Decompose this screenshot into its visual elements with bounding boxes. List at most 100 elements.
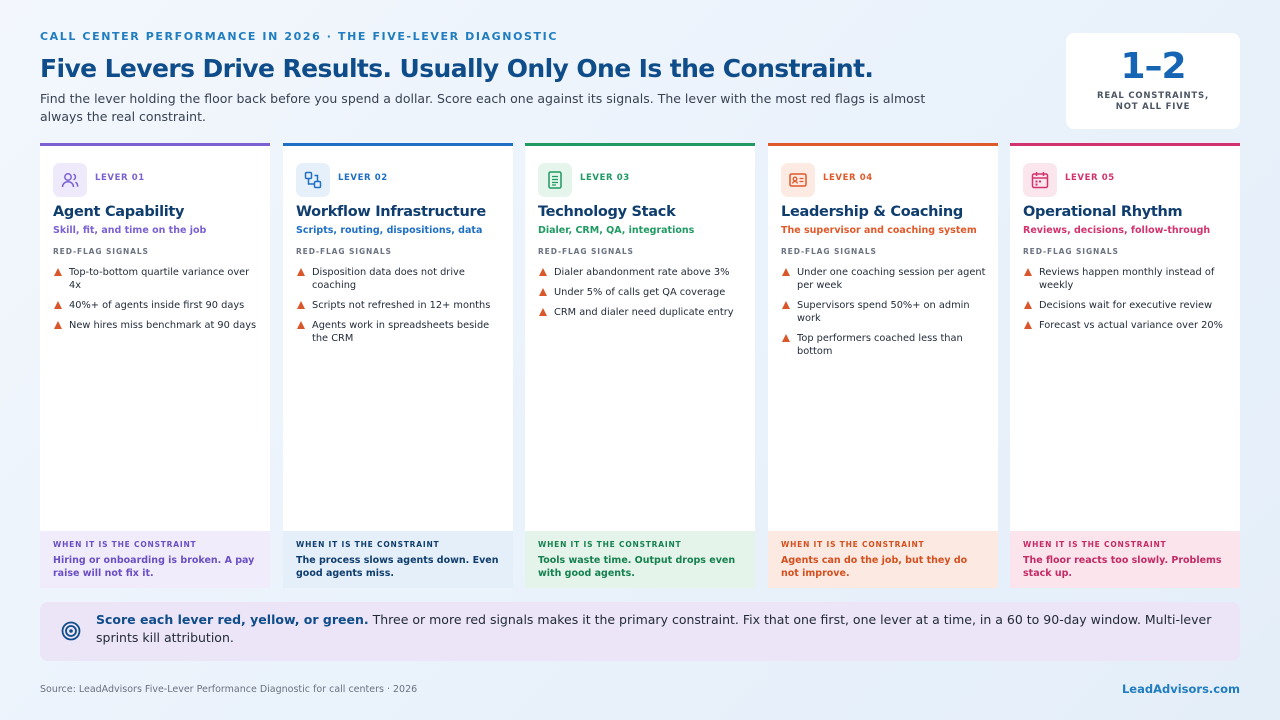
- warning-triangle-icon: [782, 268, 790, 276]
- footer-brand-link[interactable]: LeadAdvisors.com: [1121, 682, 1240, 696]
- signal-item: Dialer abandonment rate above 3%: [538, 266, 743, 279]
- signals-heading: RED-FLAG SIGNALS: [296, 247, 392, 256]
- lever-card: LEVER 04 Leadership & Coaching The supervi…: [768, 143, 998, 588]
- warning-triangle-icon: [539, 268, 547, 276]
- signal-list: Dialer abandonment rate above 3% Under 5%…: [538, 266, 743, 326]
- calendar-icon: [1023, 163, 1057, 197]
- stat-box: 1–2 REAL CONSTRAINTS, NOT ALL FIVE: [1066, 33, 1240, 129]
- signal-text: 40%+ of agents inside first 90 days: [69, 300, 245, 311]
- lever-cards: LEVER 01 Agent Capability Skill, fit, and …: [40, 143, 1240, 588]
- users-icon: [53, 163, 87, 197]
- constraint-box: WHEN IT IS THE CONSTRAINT Tools waste tim…: [525, 531, 755, 588]
- warning-triangle-icon: [1024, 301, 1032, 309]
- stat-value: 1–2: [1120, 46, 1186, 87]
- lever-title: Agent Capability: [53, 204, 185, 220]
- signal-item: Under 5% of calls get QA coverage: [538, 286, 743, 299]
- footer-source: Source: LeadAdvisors Five-Lever Performa…: [40, 684, 418, 695]
- signal-item: Under one coaching session per agent per…: [781, 266, 986, 292]
- signal-list: Reviews happen monthly instead of weekly…: [1023, 266, 1228, 339]
- lever-number: LEVER 05: [1065, 173, 1115, 183]
- signal-text: Dialer abandonment rate above 3%: [554, 267, 730, 278]
- signal-item: Decisions wait for executive review: [1023, 299, 1228, 312]
- eyebrow: CALL CENTER PERFORMANCE IN 2026 · THE FI…: [40, 30, 559, 43]
- constraint-heading: WHEN IT IS THE CONSTRAINT: [538, 540, 682, 549]
- signal-text: Disposition data does not drive coaching: [312, 267, 465, 291]
- signals-heading: RED-FLAG SIGNALS: [538, 247, 634, 256]
- signal-item: Agents work in spreadsheets beside the C…: [296, 319, 501, 345]
- lever-number: LEVER 04: [823, 173, 873, 183]
- target-icon: [61, 621, 81, 641]
- lever-subtitle: The supervisor and coaching system: [781, 225, 977, 236]
- signal-item: Top-to-bottom quartile variance over 4x: [53, 266, 258, 292]
- signals-heading: RED-FLAG SIGNALS: [53, 247, 149, 256]
- signals-heading: RED-FLAG SIGNALS: [781, 247, 877, 256]
- signal-list: Disposition data does not drive coaching…: [296, 266, 501, 352]
- lever-title: Operational Rhythm: [1023, 204, 1183, 220]
- signal-text: Supervisors spend 50%+ on admin work: [797, 300, 970, 324]
- page-title: Five Levers Drive Results. Usually Only …: [40, 54, 874, 83]
- signal-item: Top performers coached less than bottom: [781, 332, 986, 358]
- constraint-heading: WHEN IT IS THE CONSTRAINT: [296, 540, 440, 549]
- warning-triangle-icon: [54, 268, 62, 276]
- warning-triangle-icon: [782, 334, 790, 342]
- signal-text: Agents work in spreadsheets beside the C…: [312, 320, 490, 344]
- warning-triangle-icon: [782, 301, 790, 309]
- signal-item: Disposition data does not drive coaching: [296, 266, 501, 292]
- signal-text: Scripts not refreshed in 12+ months: [312, 300, 491, 311]
- warning-triangle-icon: [297, 321, 305, 329]
- constraint-box: WHEN IT IS THE CONSTRAINT Hiring or onboa…: [40, 531, 270, 588]
- signal-text: Decisions wait for executive review: [1039, 300, 1213, 311]
- lever-card: LEVER 03 Technology Stack Dialer, CRM, QA,…: [525, 143, 755, 588]
- signal-text: Top performers coached less than bottom: [797, 333, 963, 357]
- signal-item: New hires miss benchmark at 90 days: [53, 319, 258, 332]
- lever-card: LEVER 02 Workflow Infrastructure Scripts, …: [283, 143, 513, 588]
- lever-subtitle: Reviews, decisions, follow-through: [1023, 225, 1211, 236]
- stat-label-line2: NOT ALL FIVE: [1115, 102, 1191, 112]
- warning-triangle-icon: [539, 308, 547, 316]
- signal-text: Under one coaching session per agent per…: [797, 267, 986, 291]
- lever-number: LEVER 03: [580, 173, 630, 183]
- lever-title: Workflow Infrastructure: [296, 204, 486, 220]
- signal-list: Top-to-bottom quartile variance over 4x 4…: [53, 266, 258, 339]
- callout-body: Three or more red signals makes it the p…: [96, 612, 1212, 645]
- constraint-text: Hiring or onboarding is broken. A pay ra…: [53, 555, 255, 579]
- stat-label: REAL CONSTRAINTS, NOT ALL FIVE: [1066, 91, 1240, 113]
- callout-strong: Score each lever red, yellow, or green.: [96, 612, 369, 627]
- lever-subtitle: Dialer, CRM, QA, integrations: [538, 225, 695, 236]
- scoring-callout: Score each lever red, yellow, or green. …: [40, 602, 1240, 661]
- constraint-text: Agents can do the job, but they do not i…: [781, 555, 968, 579]
- signal-text: Top-to-bottom quartile variance over 4x: [69, 267, 250, 291]
- id-card-icon: [781, 163, 815, 197]
- workflow-icon: [296, 163, 330, 197]
- lever-subtitle: Skill, fit, and time on the job: [53, 225, 207, 236]
- lever-title: Technology Stack: [538, 204, 676, 220]
- signal-text: Forecast vs actual variance over 20%: [1039, 320, 1223, 331]
- signal-list: Under one coaching session per agent per…: [781, 266, 986, 365]
- signal-item: Scripts not refreshed in 12+ months: [296, 299, 501, 312]
- constraint-box: WHEN IT IS THE CONSTRAINT The process slo…: [283, 531, 513, 588]
- constraint-heading: WHEN IT IS THE CONSTRAINT: [53, 540, 197, 549]
- warning-triangle-icon: [297, 268, 305, 276]
- page-subtitle: Find the lever holding the floor back be…: [40, 91, 926, 124]
- signal-text: Reviews happen monthly instead of weekly: [1039, 267, 1215, 291]
- constraint-heading: WHEN IT IS THE CONSTRAINT: [781, 540, 925, 549]
- signal-item: CRM and dialer need duplicate entry: [538, 306, 743, 319]
- signal-text: CRM and dialer need duplicate entry: [554, 307, 734, 318]
- lever-title: Leadership & Coaching: [781, 204, 963, 220]
- signal-item: Supervisors spend 50%+ on admin work: [781, 299, 986, 325]
- signal-text: New hires miss benchmark at 90 days: [69, 320, 257, 331]
- signal-item: Reviews happen monthly instead of weekly: [1023, 266, 1228, 292]
- stat-label-line1: REAL CONSTRAINTS,: [1097, 91, 1209, 101]
- warning-triangle-icon: [1024, 321, 1032, 329]
- constraint-box: WHEN IT IS THE CONSTRAINT The floor react…: [1010, 531, 1240, 588]
- lever-number: LEVER 01: [95, 173, 145, 183]
- document-icon: [538, 163, 572, 197]
- warning-triangle-icon: [539, 288, 547, 296]
- warning-triangle-icon: [54, 301, 62, 309]
- warning-triangle-icon: [54, 321, 62, 329]
- callout-text: Score each lever red, yellow, or green. …: [96, 611, 1226, 647]
- constraint-heading: WHEN IT IS THE CONSTRAINT: [1023, 540, 1167, 549]
- constraint-text: Tools waste time. Output drops even with…: [538, 555, 736, 579]
- warning-triangle-icon: [297, 301, 305, 309]
- constraint-text: The process slows agents down. Even good…: [296, 555, 499, 579]
